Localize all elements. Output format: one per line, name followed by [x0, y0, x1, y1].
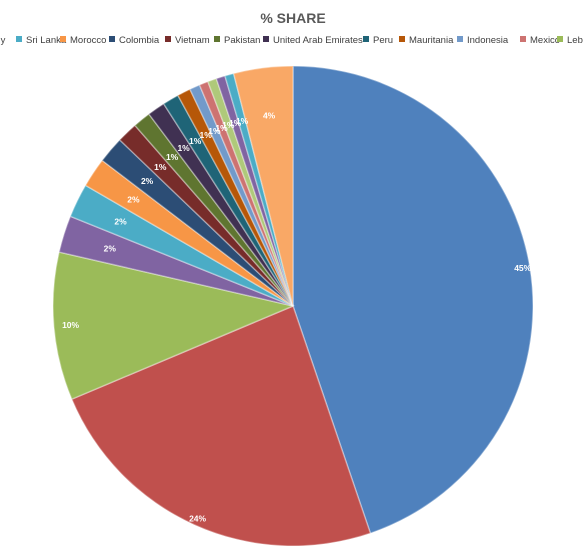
legend-swatch: [214, 36, 220, 42]
legend-label: United Arab Emirates: [273, 35, 363, 46]
legend-item: Pakistan: [214, 35, 260, 46]
pie-slice: [58, 215, 294, 307]
legend-swatch: [520, 36, 526, 42]
pie-slice: [206, 77, 294, 307]
legend-item: Morocco: [60, 35, 106, 46]
data-label: 1%: [236, 116, 249, 126]
data-label: 1%: [154, 162, 167, 172]
legend-item: Peru: [363, 35, 393, 46]
legend-swatch: [263, 36, 269, 42]
legend-label: Mexico: [530, 35, 560, 46]
pie-slice: [176, 88, 294, 307]
data-label: 4%: [263, 111, 276, 121]
legend-label: Peru: [373, 35, 393, 46]
pie-slice: [198, 80, 294, 307]
data-label: 2%: [127, 194, 140, 204]
data-label: 1%: [166, 152, 179, 162]
legend-label: Leb: [567, 35, 583, 46]
pie-slice: [69, 184, 294, 307]
legend-item: Italy: [0, 35, 6, 46]
pie-slice: [232, 65, 294, 307]
legend-label: Mauritania: [409, 35, 454, 46]
data-label: 1%: [222, 120, 235, 130]
legend-label: Vietnam: [175, 35, 210, 46]
legend-swatch: [16, 36, 22, 42]
legend-item: Mexico: [520, 35, 560, 46]
legend-item: Vietnam: [165, 35, 210, 46]
legend-swatch: [363, 36, 369, 42]
legend-item: Indonesia: [457, 35, 509, 46]
pie-slices: [52, 65, 534, 547]
data-label: 1%: [208, 126, 221, 136]
legend-item: Sri Lanka: [16, 35, 67, 46]
chart-title: % SHARE: [260, 10, 325, 26]
data-label: 1%: [200, 130, 213, 140]
data-labels: 45%24%10%2%2%2%2%1%1%1%1%1%1%1%1%1%1%4%: [62, 111, 532, 524]
pie-slice: [101, 138, 294, 307]
pie-slice: [84, 159, 294, 307]
legend-item: Leb: [557, 35, 583, 46]
data-label: 2%: [104, 243, 117, 253]
legend-item: Colombia: [109, 35, 160, 46]
legend-item: Mauritania: [399, 35, 454, 46]
legend-swatch: [557, 36, 563, 42]
data-label: 10%: [62, 320, 79, 330]
data-label: 45%: [514, 263, 531, 273]
legend-swatch: [165, 36, 171, 42]
pie-slice: [133, 113, 294, 307]
legend-item: United Arab Emirates: [263, 35, 363, 46]
data-label: 1%: [189, 136, 202, 146]
legend-label: Colombia: [119, 35, 160, 46]
data-label: 1%: [229, 118, 242, 128]
data-label: 1%: [177, 143, 190, 153]
pie-slice: [52, 251, 296, 401]
data-label: 2%: [114, 217, 127, 227]
pie-slice: [147, 102, 294, 307]
legend-swatch: [457, 36, 463, 42]
legend-label: Indonesia: [467, 35, 509, 46]
data-label: 1%: [215, 123, 228, 133]
legend-swatch: [109, 36, 115, 42]
pie-slice: [292, 65, 534, 535]
pie-slice: [70, 304, 372, 547]
legend-label: Sri Lanka: [26, 35, 67, 46]
data-label: 24%: [189, 513, 206, 523]
legend-label: Morocco: [70, 35, 106, 46]
pie-slice: [215, 74, 294, 307]
legend-swatch: [399, 36, 405, 42]
data-label: 2%: [141, 176, 154, 186]
pie-slice: [188, 83, 294, 307]
pie-slice: [162, 94, 294, 307]
pie-slice: [223, 72, 294, 307]
legend-label: Pakistan: [224, 35, 260, 46]
legend-label: Italy: [0, 35, 6, 46]
pie-slice: [118, 124, 294, 307]
legend-swatch: [60, 36, 66, 42]
